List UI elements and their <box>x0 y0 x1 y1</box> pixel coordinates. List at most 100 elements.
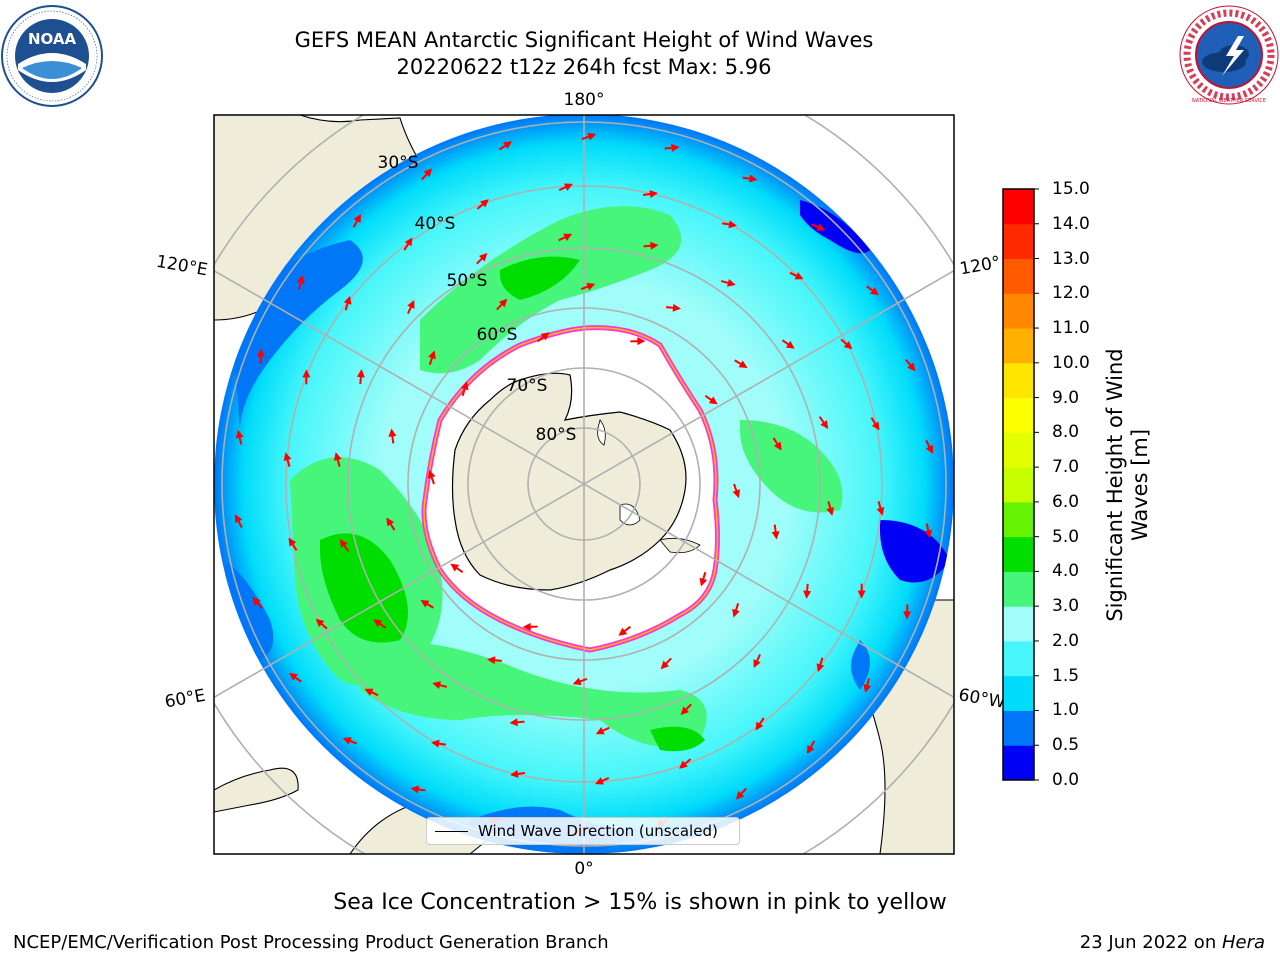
colorbar-segment <box>1003 571 1034 607</box>
colorbar-segment <box>1003 328 1034 364</box>
wave-arrow-head <box>649 190 658 198</box>
wave-arrow-head <box>540 332 550 341</box>
wave-arrow-head <box>807 745 815 755</box>
wave-arrow-head <box>428 350 436 360</box>
colorbar-tick-label: 9.0 <box>1052 387 1080 408</box>
wave-arrow-head <box>738 360 748 369</box>
nws-logo: NATIONAL WEATHER SERVICE <box>1179 5 1279 105</box>
wave-arrow-head <box>803 590 812 599</box>
wave-arrow-head <box>680 706 690 715</box>
wave-arrow-head <box>288 537 297 547</box>
wave-arrow-head <box>876 506 885 516</box>
wave-arrow-head <box>748 174 758 183</box>
arrow-legend: Wind Wave Direction (unscaled) <box>426 817 740 845</box>
wave-arrow-head <box>289 672 298 681</box>
noaa-logo: NOAA <box>1 5 103 107</box>
wave-arrow-head <box>671 143 680 152</box>
wave-arrow-head <box>509 718 518 727</box>
wave-arrow-head <box>235 514 243 524</box>
wave-arrow-head <box>870 287 879 296</box>
wave-arrow-head <box>699 577 708 587</box>
colorbar-segment <box>1003 293 1034 329</box>
wave-arrow-head <box>353 213 361 223</box>
wave-arrow-head <box>816 223 826 231</box>
colorbar-tick-label: 0.0 <box>1052 770 1080 790</box>
wave-arrow-head <box>679 760 688 769</box>
wave-arrow-head <box>726 278 736 287</box>
wave-arrow-head <box>407 299 415 309</box>
wave-arrow-head <box>283 452 292 462</box>
wave-arrow-head <box>296 275 305 284</box>
colorbar-tick-label: 1.0 <box>1052 700 1080 721</box>
footer-date: 23 Jun 2022 on Hera <box>1080 932 1265 953</box>
meridian-label-120e: 120°E <box>155 252 209 281</box>
colorbar-segment <box>1003 223 1034 260</box>
sea-ice-note: Sea Ice Concentration > 15% is shown in … <box>333 890 947 915</box>
wave-arrow-head <box>586 282 596 291</box>
meridian-label-60w: 60°W <box>957 685 1007 713</box>
wave-arrow-head <box>356 369 365 378</box>
wave-arrow-head <box>522 622 531 631</box>
colorbar-title-line2: Waves [m] <box>1128 428 1152 542</box>
wave-arrow-head <box>342 737 352 745</box>
colorbar-segment <box>1003 397 1034 433</box>
wave-arrow-head <box>510 770 519 778</box>
wave-arrow-head <box>423 168 433 178</box>
colorbar-segment <box>1003 258 1034 294</box>
wave-arrow-head <box>252 596 261 606</box>
wave-arrow-head <box>794 272 804 280</box>
colorbar-frame <box>1002 188 1035 781</box>
wave-arrow-head <box>907 362 916 372</box>
nws-logo-text: NATIONAL WEATHER SERVICE <box>1192 98 1266 104</box>
wave-arrow-head <box>650 241 659 250</box>
wave-arrow-head <box>420 599 430 608</box>
colorbar-tick-label: 6.0 <box>1052 491 1080 512</box>
colorbar-tick-label: 1.5 <box>1052 665 1080 686</box>
wave-arrow-head <box>404 237 413 247</box>
wave-arrow-head <box>843 340 853 350</box>
legend-line-sample <box>435 831 468 832</box>
wave-arrow-head <box>460 381 469 391</box>
wave-arrow-head <box>773 441 782 451</box>
wave-arrow-head <box>732 608 740 618</box>
wave-arrow-head <box>863 684 872 693</box>
colorbar-segment <box>1003 432 1034 468</box>
wave-arrow-head <box>925 444 933 454</box>
colorbar-tick-label: 14.0 <box>1052 213 1090 234</box>
latitude-label-40s: 40°S <box>415 214 456 234</box>
wave-arrow-head <box>816 663 825 673</box>
wave-arrow-head <box>450 563 460 572</box>
wave-arrow-head <box>256 348 265 357</box>
wave-arrow-head <box>302 369 311 378</box>
graticule <box>214 115 954 854</box>
legend-label: Wind Wave Direction (unscaled) <box>478 822 718 840</box>
wave-arrow-head <box>595 727 605 735</box>
meridian-label-60e: 60°E <box>163 686 207 713</box>
colorbar-tick-label: 0.5 <box>1052 735 1080 756</box>
colorbar-tick-label: 12.0 <box>1052 283 1090 304</box>
wave-arrow-head <box>386 517 395 527</box>
latitude-label-70s: 70°S <box>507 376 548 396</box>
wave-arrow-head <box>785 340 795 349</box>
wave-arrow-head <box>871 421 880 431</box>
map-subtitle: 20220622 t12z 264h fcst Max: 5.96 <box>396 55 772 79</box>
wave-arrow-head <box>755 721 764 731</box>
latitude-label-60s: 60°S <box>477 325 518 345</box>
wave-arrow-head <box>432 681 442 690</box>
colorbar-tick-label: 13.0 <box>1052 248 1090 269</box>
latitude-label-50s: 50°S <box>447 271 488 291</box>
colorbar-segment <box>1003 675 1034 711</box>
wave-arrow-head <box>503 141 513 149</box>
wave-arrow-head <box>637 337 646 346</box>
wave-arrow-head <box>728 220 737 229</box>
wave-arrow-head <box>660 660 670 670</box>
wave-arrow-head <box>618 627 628 636</box>
colorbar-tick-label: 15.0 <box>1052 179 1090 199</box>
colorbar-segment <box>1003 189 1034 225</box>
meridian-label-bottom: 0° <box>574 859 593 879</box>
wave-arrow-head <box>595 777 604 785</box>
colorbar <box>1003 188 1039 781</box>
wave-arrow-head <box>427 469 436 479</box>
wave-height-field <box>225 200 950 854</box>
wave-arrow-head <box>487 656 496 665</box>
